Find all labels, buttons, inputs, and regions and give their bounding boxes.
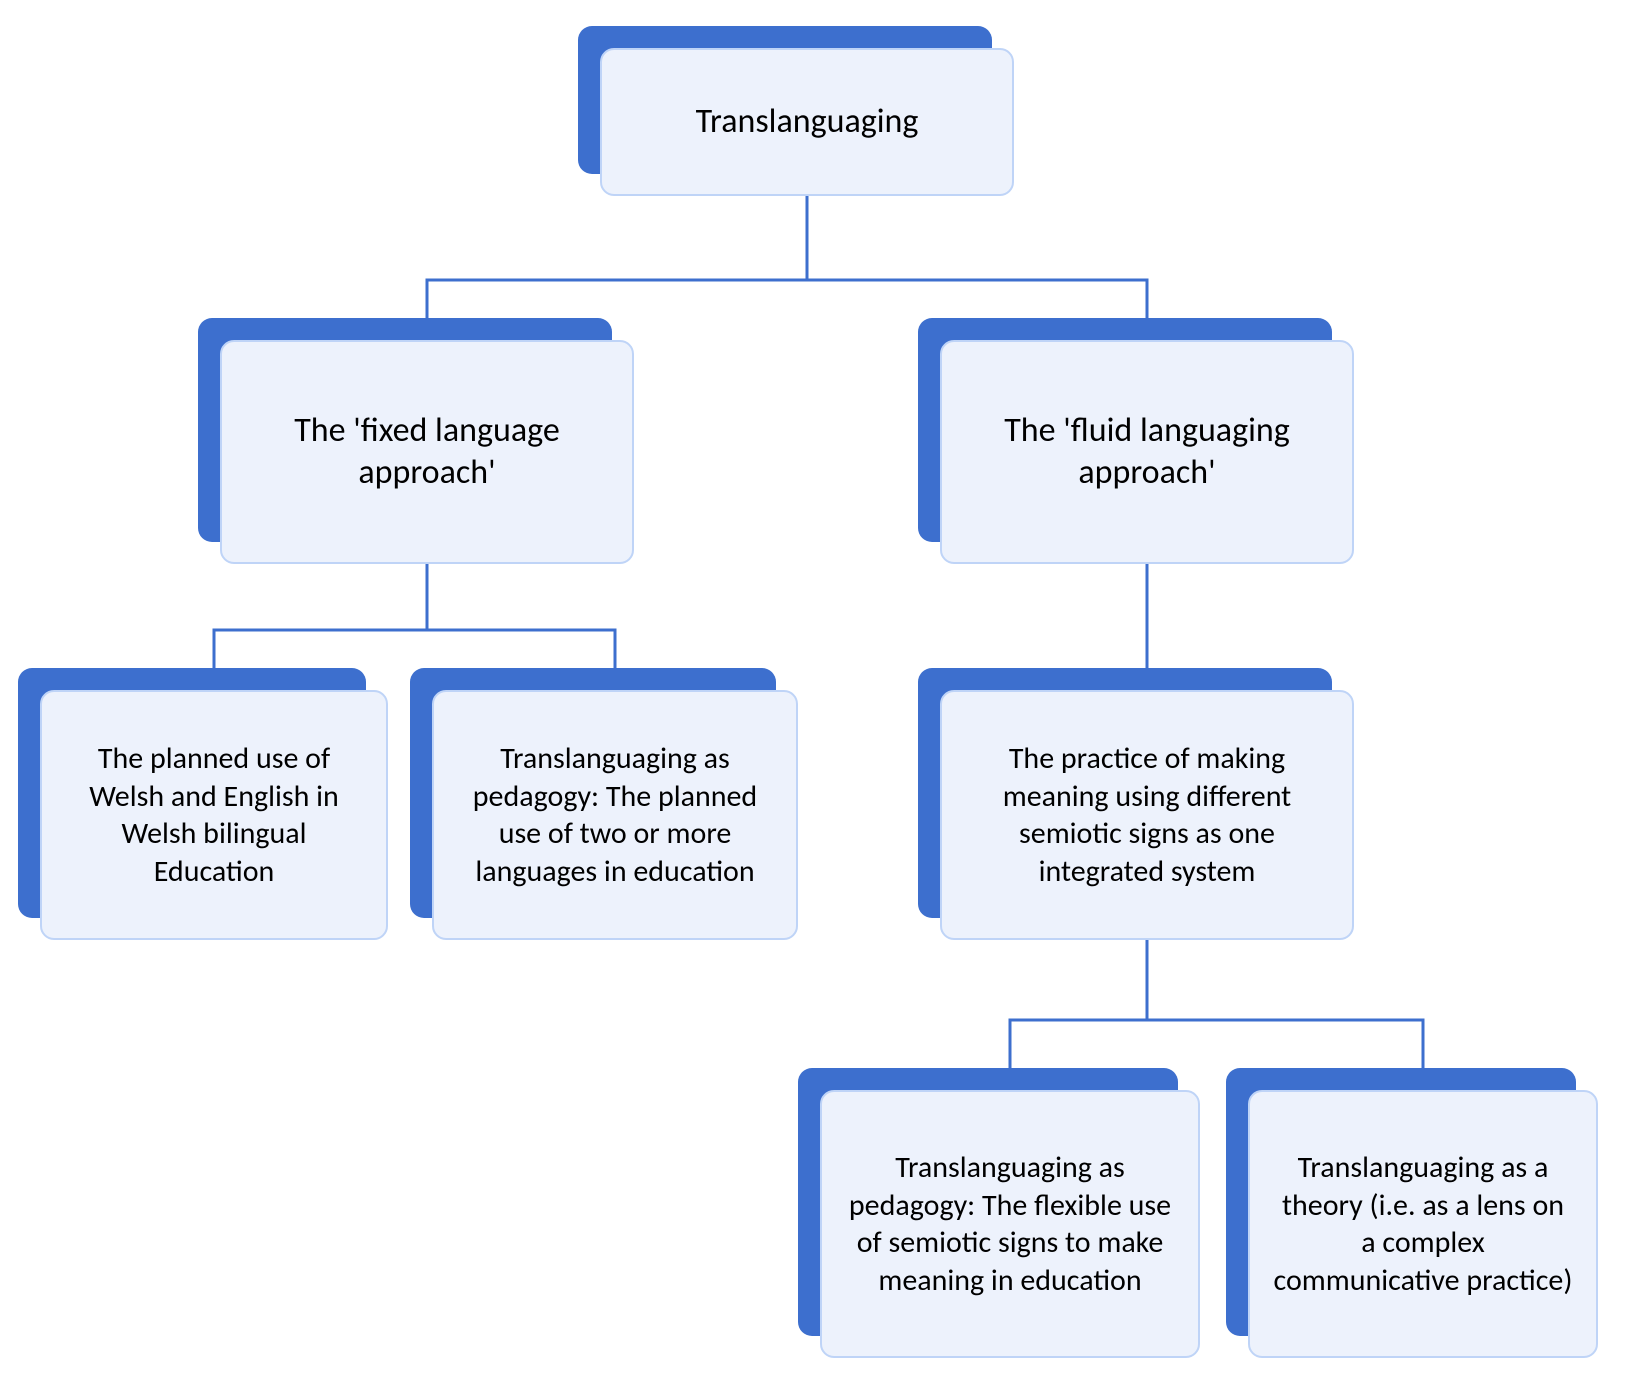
node-fluid: The 'fluid languaging approach' (918, 318, 1354, 564)
node-front: The 'fixed language approach' (220, 340, 634, 564)
node-label: Translanguaging as pedagogy: The flexibl… (844, 1149, 1176, 1299)
node-label: Translanguaging as a theory (i.e. as a l… (1272, 1149, 1574, 1299)
node-front: Translanguaging as pedagogy: The planned… (432, 690, 798, 940)
node-front: The practice of making meaning using dif… (940, 690, 1354, 940)
node-front: Translanguaging as a theory (i.e. as a l… (1248, 1090, 1598, 1358)
diagram-canvas: Translanguaging The 'fixed language appro… (0, 0, 1626, 1374)
node-root: Translanguaging (578, 26, 1014, 196)
node-label: The 'fixed language approach' (244, 410, 610, 495)
node-welsh: The planned use of Welsh and English in … (18, 668, 388, 940)
node-front: The planned use of Welsh and English in … (40, 690, 388, 940)
node-label: Translanguaging as pedagogy: The planned… (456, 740, 774, 890)
node-semiotic: The practice of making meaning using dif… (918, 668, 1354, 940)
node-label: The planned use of Welsh and English in … (64, 740, 364, 890)
node-label: The 'fluid languaging approach' (964, 410, 1330, 495)
node-label: The practice of making meaning using dif… (964, 740, 1330, 890)
node-theory: Translanguaging as a theory (i.e. as a l… (1226, 1068, 1598, 1358)
node-label: Translanguaging (696, 101, 919, 144)
node-pedagogy1: Translanguaging as pedagogy: The planned… (410, 668, 798, 940)
node-front: The 'fluid languaging approach' (940, 340, 1354, 564)
node-fixed: The 'fixed language approach' (198, 318, 634, 564)
node-front: Translanguaging as pedagogy: The flexibl… (820, 1090, 1200, 1358)
node-front: Translanguaging (600, 48, 1014, 196)
node-pedagogy2: Translanguaging as pedagogy: The flexibl… (798, 1068, 1200, 1358)
